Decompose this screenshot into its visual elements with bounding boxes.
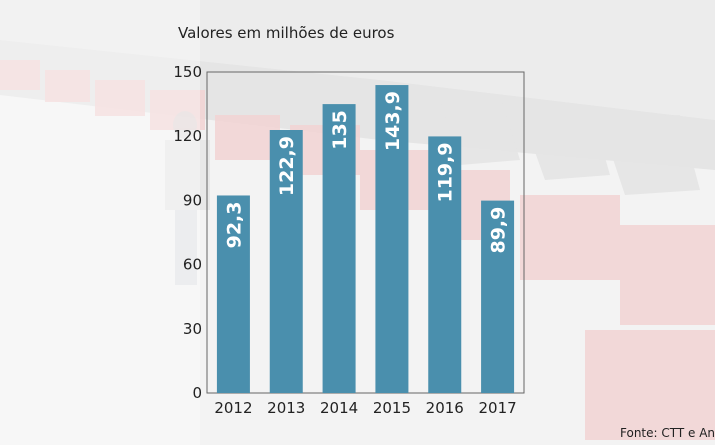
- bar-2017: [481, 200, 515, 393]
- data-label: 119,9: [435, 142, 457, 202]
- y-tick-label: 0: [192, 384, 202, 402]
- chart-subtitle: Valores em milhões de euros: [178, 24, 395, 42]
- x-tick-label: 2012: [214, 399, 252, 417]
- data-label: 89,9: [488, 207, 510, 254]
- x-tick-label: 2013: [267, 399, 305, 417]
- y-tick-label: 90: [183, 191, 202, 209]
- bar-2014: [322, 104, 356, 393]
- data-label: 122,9: [276, 136, 298, 196]
- source-note: Fonte: CTT e Anacom: [620, 426, 715, 440]
- y-tick-label: 60: [183, 256, 202, 274]
- plot-frame: [206, 71, 525, 394]
- bar-2016: [428, 136, 462, 393]
- y-tick-label: 120: [173, 127, 202, 145]
- bar-2012: [216, 195, 250, 393]
- bar-2015: [375, 85, 409, 393]
- data-label: 143,9: [382, 91, 404, 151]
- y-tick-label: 150: [173, 63, 202, 81]
- x-tick-label: 2015: [373, 399, 411, 417]
- data-label: 135: [329, 110, 351, 150]
- bar-2013: [269, 129, 303, 393]
- y-tick-label: 30: [183, 320, 202, 338]
- data-label: 92,3: [223, 201, 245, 248]
- x-tick-label: 2014: [320, 399, 358, 417]
- x-tick-label: 2017: [478, 399, 516, 417]
- x-tick-label: 2016: [426, 399, 464, 417]
